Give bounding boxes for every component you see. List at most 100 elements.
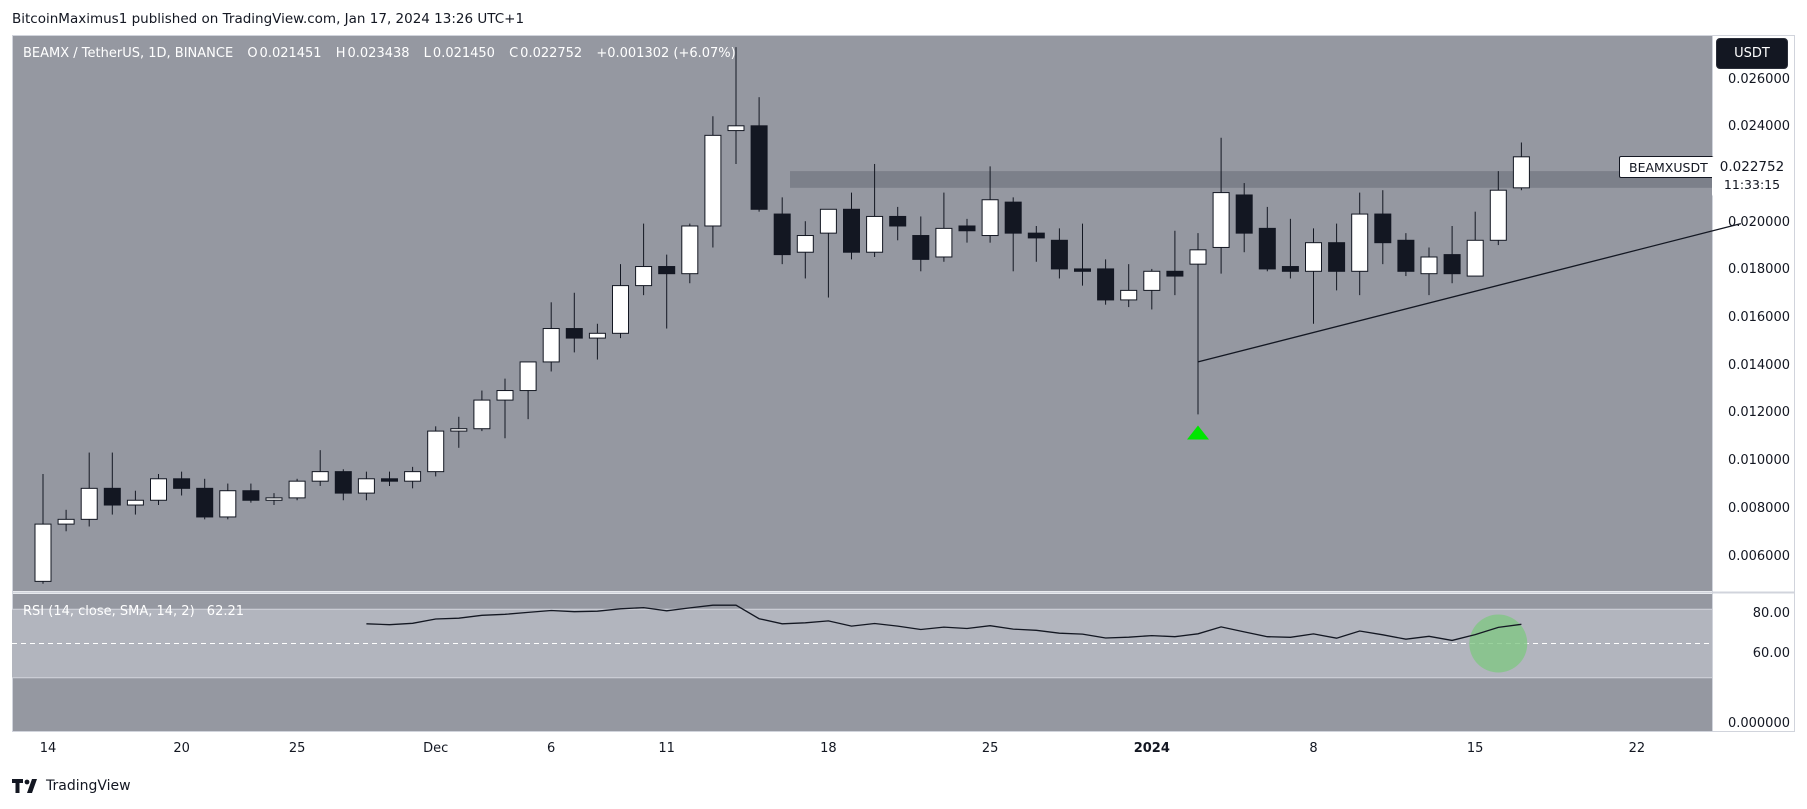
candle-up (1351, 213, 1369, 272)
price-axis-label: 0.008000 (1727, 500, 1790, 516)
high-value: 0.023438 (347, 46, 410, 61)
candle (658, 254, 676, 329)
candle (1258, 206, 1276, 272)
candle (473, 390, 491, 432)
time-axis-label: 15 (1466, 741, 1484, 756)
rsi-label[interactable]: RSI (14, close, SMA, 14, 2) (23, 604, 195, 619)
rsi-line (366, 604, 1522, 642)
time-axis-label: 8 (1309, 741, 1318, 756)
candle-down (1097, 268, 1115, 301)
candle (57, 509, 75, 532)
candle (1374, 190, 1392, 265)
symbol-legend[interactable]: BEAMX / TetherUS, 1D, BINANCE O 0.021451 … (23, 46, 736, 61)
candle (588, 323, 606, 360)
candle (1027, 225, 1045, 262)
candle-up (427, 430, 445, 473)
rsi-highlight-circle (1469, 614, 1528, 673)
candle (288, 478, 306, 501)
candle-down (1397, 239, 1415, 272)
candle (565, 292, 583, 353)
time-axis-label: 22 (1628, 741, 1646, 756)
candle-up (357, 478, 375, 494)
tradingview-logo-icon (12, 779, 37, 793)
candle (126, 490, 144, 515)
time-axis-label: 14 (39, 741, 57, 756)
price-axis-label: 0.026000 (1727, 71, 1790, 87)
candle (34, 474, 52, 584)
resistance-zone (790, 171, 1712, 188)
candle-down (958, 225, 976, 232)
candle (1489, 171, 1507, 246)
candle-down (242, 490, 260, 501)
candle-up (1512, 156, 1530, 189)
time-axis-label: 6 (547, 741, 556, 756)
symbol-price-label: BEAMXUSDT (1619, 156, 1718, 178)
price-axis-label: 0.016000 (1727, 310, 1790, 325)
candle (819, 208, 837, 298)
symbol-title[interactable]: BEAMX / TetherUS, 1D, BINANCE (23, 46, 234, 61)
candle-down (173, 478, 191, 489)
time-axis-label: 20 (173, 741, 190, 756)
candle (1212, 137, 1230, 274)
candle (681, 223, 699, 284)
rsi-legend[interactable]: RSI (14, close, SMA, 14, 2) 62.21 (23, 604, 244, 619)
candle (427, 426, 445, 477)
candle-down (1074, 268, 1091, 272)
candle-down (1166, 270, 1184, 277)
candle-up (1189, 249, 1207, 265)
candle (1074, 223, 1091, 286)
rsi-series-layer (366, 604, 1528, 673)
candle (242, 483, 260, 503)
low-label: L (423, 46, 431, 61)
candle (1189, 233, 1207, 415)
candle (381, 471, 398, 486)
candle-up (635, 266, 653, 287)
candle (542, 302, 560, 372)
price-axis-label: 0.006000 (1727, 548, 1790, 564)
candle-up (1305, 242, 1322, 272)
candle-up (288, 480, 306, 499)
candle (1466, 211, 1484, 277)
candle-down (1281, 266, 1299, 272)
candle-up (80, 487, 98, 520)
candle (843, 192, 860, 260)
tradingview-logo[interactable]: TradingView (12, 778, 131, 794)
candle-down (1027, 232, 1045, 239)
candle (866, 163, 884, 257)
time-axis-label: 2024 (1133, 741, 1170, 756)
candle (727, 47, 745, 164)
candle-up (1120, 289, 1138, 301)
candle-down (912, 235, 930, 260)
candle-down (889, 215, 907, 227)
time-axis-label: 25 (981, 741, 999, 756)
rsi-value: 62.21 (206, 604, 245, 619)
candle (1097, 259, 1115, 305)
candle-down (103, 487, 121, 506)
candle (404, 466, 422, 489)
candle (1328, 223, 1346, 291)
candle-down (1050, 239, 1068, 270)
candle (1281, 218, 1299, 279)
candle-up (588, 332, 606, 339)
last-price-label: 0.022752 11:33:15 (1712, 156, 1792, 196)
candle-up (542, 328, 560, 363)
candle-down (334, 471, 352, 494)
candle-up (1466, 239, 1484, 277)
candle (519, 361, 537, 420)
candle (265, 493, 283, 506)
rsi-band-layer (12, 608, 1712, 679)
candle (750, 97, 768, 212)
time-axis-label: 18 (820, 741, 837, 756)
candle (311, 450, 329, 486)
candle-up (866, 215, 884, 253)
candle-down (1235, 194, 1253, 234)
tradingview-brand-text: TradingView (46, 778, 131, 794)
price-axis-label: 0.010000 (1727, 453, 1790, 469)
candle-down (750, 125, 768, 210)
time-axis-label: 11 (658, 741, 675, 756)
close-value: 0.022752 (520, 46, 583, 61)
candle-down (1443, 254, 1461, 275)
currency-button[interactable]: USDT (1716, 38, 1788, 69)
candle-up (219, 490, 237, 518)
